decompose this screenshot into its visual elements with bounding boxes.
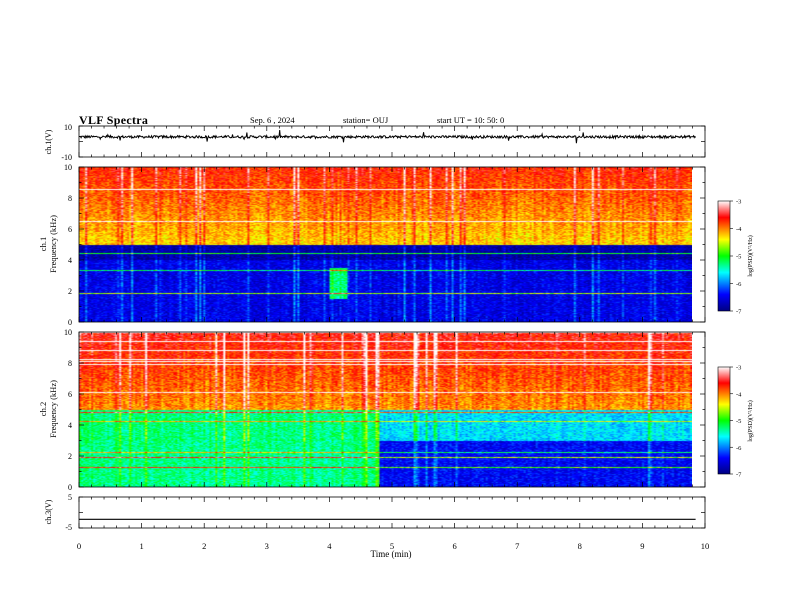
ch2-spectrogram-image xyxy=(79,332,692,487)
frequency-tick-label: 4 xyxy=(68,256,72,265)
x-tick-label: 5 xyxy=(390,541,394,551)
x-tick-label: 1 xyxy=(139,541,143,551)
x-tick-label: 0 xyxy=(77,541,81,551)
x-tick-label: 4 xyxy=(327,541,332,551)
colorbar-tick-label: -3 xyxy=(736,199,741,206)
frequency-tick-label: 10 xyxy=(64,163,72,172)
x-tick-label: 3 xyxy=(265,541,269,551)
x-tick-label: 10 xyxy=(701,541,710,551)
ch1-colorbar xyxy=(717,200,731,312)
ch1-ylabel: ch.1(V) xyxy=(44,129,53,154)
colorbar-tick-label: -7 xyxy=(736,309,742,316)
x-axis-label: Time (min) xyxy=(371,549,412,559)
frequency-tick-label: 6 xyxy=(68,225,72,234)
ch1-frequency-label: Frequency (kHz) xyxy=(48,215,58,273)
ch3-ymin-label: -5 xyxy=(65,523,72,532)
station-label: station= OUJ xyxy=(343,115,389,125)
ch2-frequency-tick-labels: 0 2 4 6 8 10 xyxy=(64,328,72,492)
frequency-tick-label: 4 xyxy=(68,421,72,430)
ch2-colorbar-label: log(PSD)(V²/Hz) xyxy=(747,400,754,441)
frequency-tick-label: 10 xyxy=(64,328,72,337)
ch1-colorbar-label: log(PSD)(V²/Hz) xyxy=(747,235,754,276)
colorbar-tick-label: -4 xyxy=(736,226,742,233)
frequency-tick-label: 2 xyxy=(68,287,72,296)
ch1-colorbar-tick-labels: -3 -4 -5 -6 -7 xyxy=(730,199,742,316)
ch3-ymax-label: 5 xyxy=(68,493,72,502)
frequency-tick-label: 8 xyxy=(68,194,72,203)
x-tick-label: 8 xyxy=(578,541,582,551)
ch3-ylabel: ch.3(V) xyxy=(44,499,53,524)
x-tick-label: 9 xyxy=(640,541,644,551)
x-tick-label: 6 xyxy=(452,541,456,551)
ch2-colorbar xyxy=(717,366,731,475)
frequency-tick-label: 2 xyxy=(68,452,72,461)
ch1-frequency-tick-labels: 0 2 4 6 8 10 xyxy=(64,163,72,327)
date-label: Sep. 6 , 2024 xyxy=(250,115,295,125)
frequency-tick-label: 0 xyxy=(68,483,72,492)
x-tick-label: 2 xyxy=(202,541,206,551)
ch1-spectrogram-ylabel: ch.1 xyxy=(38,237,48,251)
chart-title: VLF Spectra xyxy=(79,113,149,127)
ch1-spectrogram-image xyxy=(79,167,692,322)
axis-ticks xyxy=(78,125,706,529)
ch1-ymax-label: 10 xyxy=(64,123,72,132)
ch2-frequency-label: Frequency (kHz) xyxy=(48,380,58,438)
ch1-ymin-label: -10 xyxy=(61,153,72,162)
ch2-spectrogram-ylabel: ch.2 xyxy=(38,402,48,416)
colorbar-tick-label: -3 xyxy=(736,365,741,372)
colorbar-tick-label: -6 xyxy=(736,445,742,452)
colorbar-tick-label: -5 xyxy=(736,418,741,425)
ch1-waveform-line xyxy=(79,130,696,144)
start-time-label: start UT = 10: 50: 0 xyxy=(437,115,505,125)
colorbar-tick-label: -5 xyxy=(736,254,741,261)
time-tick-labels: 0 1 2 3 4 5 6 7 8 9 10 xyxy=(77,541,709,551)
colorbar-tick-label: -4 xyxy=(736,391,742,398)
colorbar-tick-label: -6 xyxy=(736,281,742,288)
frequency-tick-label: 6 xyxy=(68,390,72,399)
colorbar-tick-label: -7 xyxy=(736,472,742,479)
ch2-colorbar-tick-labels: -3 -4 -5 -6 -7 xyxy=(730,365,742,479)
x-tick-label: 7 xyxy=(515,541,519,551)
frequency-tick-label: 8 xyxy=(68,359,72,368)
frequency-tick-label: 0 xyxy=(68,318,72,327)
